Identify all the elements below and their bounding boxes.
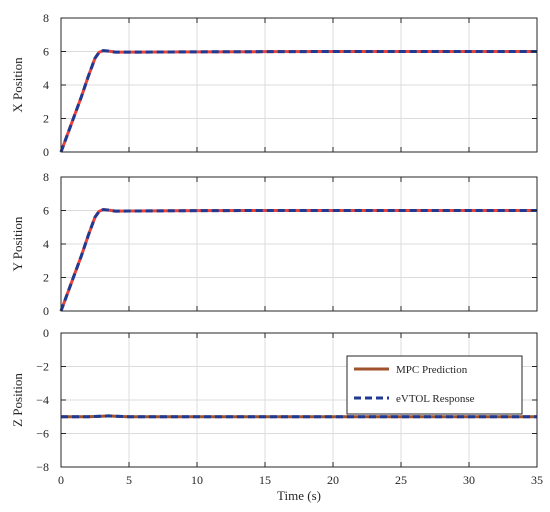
x-tick-label: 25 xyxy=(395,473,407,487)
x-tick-label: 5 xyxy=(126,473,132,487)
y-tick-label: −8 xyxy=(36,460,49,474)
panel-2: 0 2 4 6 8 Y Position xyxy=(10,170,538,318)
legend-box xyxy=(346,355,523,415)
y-tick-label: 2 xyxy=(43,112,49,126)
y-tick-label: 0 xyxy=(43,304,49,318)
legend-label-evtol-response: eVTOL Response xyxy=(396,393,475,405)
y-tick-label: 4 xyxy=(43,237,49,251)
x-tick-label: 20 xyxy=(327,473,339,487)
y-tick-label: 0 xyxy=(43,145,49,159)
legend-label-mpc-prediction: MPC Prediction xyxy=(396,364,468,376)
y-tick-label: 8 xyxy=(43,11,49,25)
x-tick-label: 10 xyxy=(191,473,203,487)
series-line-evtol-response xyxy=(59,49,537,153)
x-tick-label: 30 xyxy=(463,473,475,487)
y-tick-label: 0 xyxy=(43,326,49,340)
x-tick-label: 15 xyxy=(259,473,271,487)
x-tick-label: 0 xyxy=(58,473,64,487)
x-axis-label: Time (s) xyxy=(277,488,321,503)
y-axis-label: Y Position xyxy=(10,216,25,271)
y-tick-label: 2 xyxy=(43,271,49,285)
y-axis-label: Z Position xyxy=(10,373,25,427)
x-tick-label: 35 xyxy=(531,473,543,487)
y-axis-label: X Position xyxy=(10,57,25,113)
panel-3: −8 −6 −4 −2 0 0 5 10 15 20 25 30 35 Z Position xyxy=(10,326,543,487)
series-line-evtol-response xyxy=(61,414,537,419)
series-line-evtol-response xyxy=(59,208,537,312)
y-tick-label: 6 xyxy=(43,45,49,59)
y-tick-label: −4 xyxy=(36,393,49,407)
y-tick-label: −6 xyxy=(36,427,49,441)
legend: MPC Prediction eVTOL Response xyxy=(346,355,523,415)
y-tick-label: 4 xyxy=(43,78,49,92)
y-tick-label: 6 xyxy=(43,204,49,218)
y-tick-label: 8 xyxy=(43,170,49,184)
y-tick-label: −2 xyxy=(36,360,49,374)
panel-1: 0 2 4 6 8 X Position xyxy=(10,11,538,159)
